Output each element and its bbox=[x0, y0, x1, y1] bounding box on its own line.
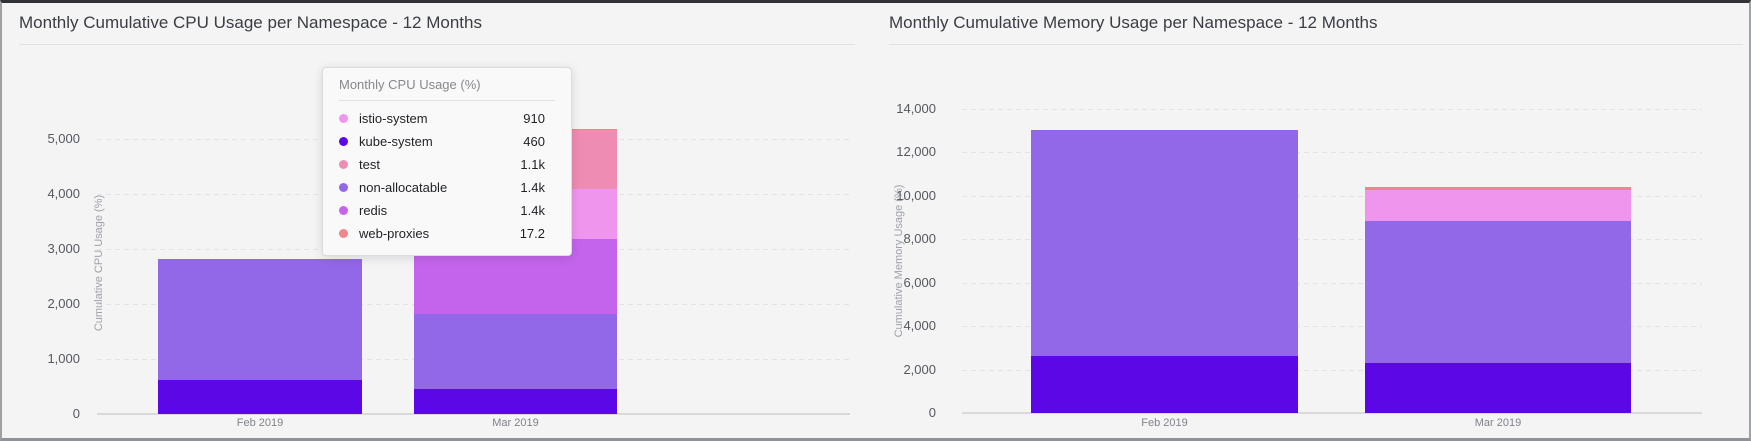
y-tick-label: 6,000 bbox=[903, 275, 936, 290]
tooltip-row: non-allocatable 1.4k bbox=[339, 176, 555, 199]
series-color-dot-icon bbox=[339, 229, 348, 238]
x-tick-label: Feb 2019 bbox=[1141, 417, 1188, 429]
series-color-dot-icon bbox=[339, 160, 348, 169]
series-color-dot-icon bbox=[339, 137, 348, 146]
bar-segment-istio-system[interactable] bbox=[1365, 190, 1631, 221]
gridline bbox=[962, 196, 1702, 197]
tooltip-series-label: redis bbox=[359, 203, 388, 218]
x-tick-label: Feb 2019 bbox=[236, 417, 284, 429]
bar-segment-web-proxies[interactable] bbox=[1365, 187, 1631, 190]
bar-segment-non-allocatable[interactable] bbox=[1365, 221, 1631, 363]
tooltip-series-label: istio-system bbox=[359, 111, 428, 126]
panel-title-memory[interactable]: Monthly Cumulative Memory Usage per Name… bbox=[889, 13, 1378, 32]
tooltip-row: web-proxies 17.2 bbox=[339, 222, 555, 245]
tooltip-rows: istio-system 910 kube-system 460 test 1.1k non… bbox=[339, 107, 555, 245]
y-tick-label: 0 bbox=[72, 406, 80, 421]
tooltip-series-label: kube-system bbox=[359, 134, 433, 149]
bar-segment-kube-system[interactable] bbox=[414, 389, 617, 414]
y-tick-label: 0 bbox=[928, 405, 936, 420]
tooltip-series-label: test bbox=[359, 157, 380, 172]
y-tick-label: 14,000 bbox=[896, 101, 936, 116]
bar-segment-non-allocatable[interactable] bbox=[1031, 130, 1298, 356]
y-tick-label: 2,000 bbox=[47, 296, 80, 311]
chart-tooltip: Monthly CPU Usage (%) istio-system 910 kub… bbox=[322, 67, 572, 256]
panel-title-divider-memory bbox=[889, 44, 1743, 45]
y-tick-label: 8,000 bbox=[903, 231, 936, 246]
tooltip-row: redis 1.4k bbox=[339, 199, 555, 222]
gridline bbox=[962, 152, 1702, 153]
gridline bbox=[962, 239, 1702, 240]
tooltip-series-value: 1.4k bbox=[520, 203, 545, 218]
tooltip-series-value: 1.4k bbox=[520, 180, 545, 195]
y-axis-label-cpu: Cumulative CPU Usage (%) bbox=[93, 194, 105, 332]
panel-title-cpu[interactable]: Monthly Cumulative CPU Usage per Namespa… bbox=[19, 13, 482, 32]
bar-segment-kube-system[interactable] bbox=[1365, 363, 1631, 413]
gridline bbox=[962, 109, 1702, 110]
tooltip-series-value: 17.2 bbox=[519, 226, 545, 241]
dashboard-canvas: Monthly Cumulative CPU Usage per Namespa… bbox=[2, 3, 1749, 438]
x-tick-label: Mar 2019 bbox=[492, 417, 539, 429]
gridline bbox=[962, 370, 1702, 371]
bar-segment-non-allocatable[interactable] bbox=[158, 259, 362, 380]
tooltip-series-label: non-allocatable bbox=[359, 180, 448, 195]
series-color-dot-icon bbox=[339, 183, 348, 192]
y-tick-label: 2,000 bbox=[903, 362, 936, 377]
tooltip-series-value: 1.1k bbox=[520, 157, 545, 172]
gridline bbox=[962, 326, 1702, 327]
tooltip-row: istio-system 910 bbox=[339, 107, 555, 130]
panel-title-divider-cpu bbox=[19, 44, 855, 45]
tooltip-series-label: web-proxies bbox=[359, 226, 430, 241]
bar-segment-kube-system[interactable] bbox=[158, 380, 362, 414]
y-tick-label: 12,000 bbox=[896, 144, 936, 159]
tooltip-series-value: 910 bbox=[523, 111, 545, 126]
tooltip-row: kube-system 460 bbox=[339, 130, 555, 153]
bar-segment-non-allocatable[interactable] bbox=[414, 314, 617, 389]
y-tick-label: 10,000 bbox=[896, 188, 936, 203]
bar-segment-kube-system[interactable] bbox=[1031, 356, 1298, 413]
y-tick-label: 5,000 bbox=[47, 131, 80, 146]
x-axis-line bbox=[97, 413, 850, 415]
tooltip-series-value: 460 bbox=[523, 134, 545, 149]
y-tick-label: 3,000 bbox=[47, 241, 80, 256]
y-tick-label: 4,000 bbox=[903, 318, 936, 333]
tooltip-row: test 1.1k bbox=[339, 153, 555, 176]
series-color-dot-icon bbox=[339, 114, 348, 123]
tooltip-title: Monthly CPU Usage (%) bbox=[339, 77, 555, 101]
gridline bbox=[962, 283, 1702, 284]
y-tick-label: 4,000 bbox=[47, 186, 80, 201]
y-tick-label: 1,000 bbox=[47, 351, 80, 366]
y-axis-label-memory: Cumulative Memory Usage (%) bbox=[893, 184, 905, 338]
x-tick-label: Mar 2019 bbox=[1474, 417, 1522, 429]
x-axis-line bbox=[962, 412, 1702, 414]
series-color-dot-icon bbox=[339, 206, 348, 215]
